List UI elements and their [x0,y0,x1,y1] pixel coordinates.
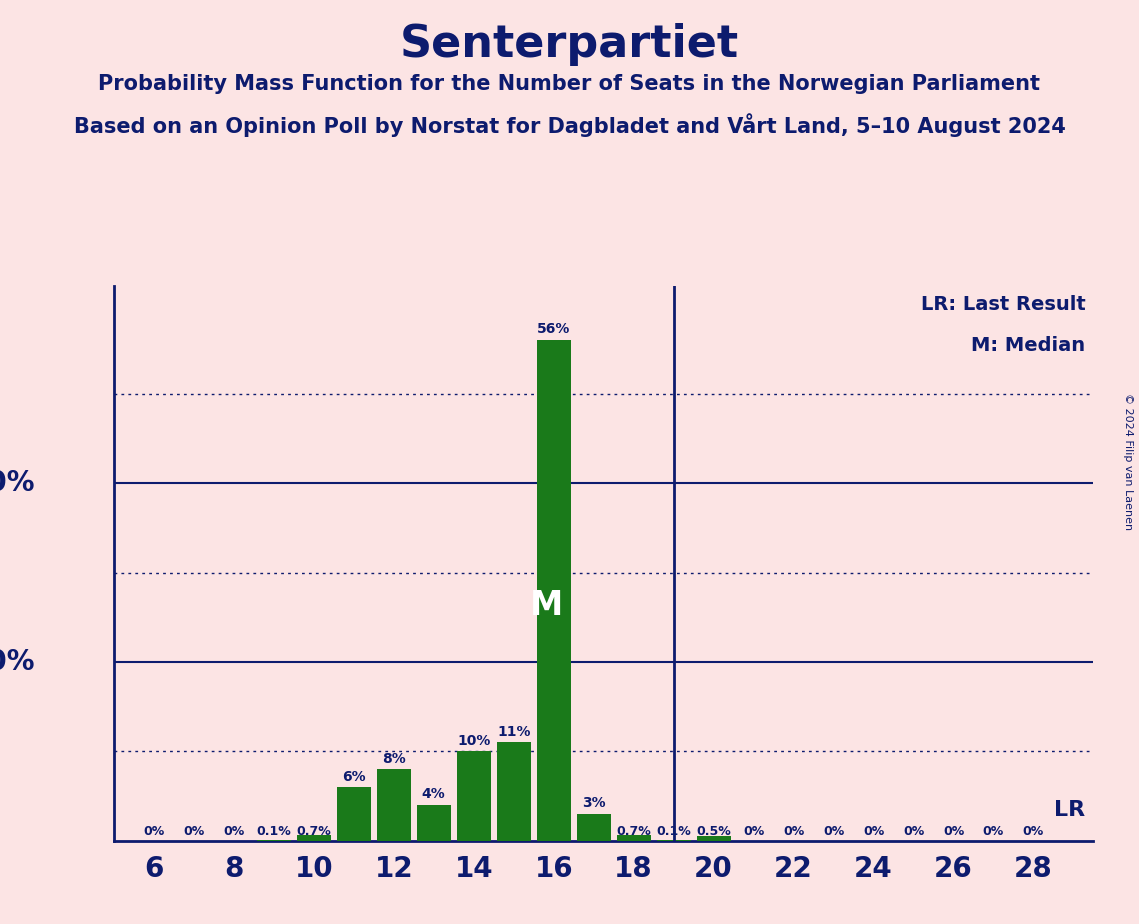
Text: 8%: 8% [382,752,405,766]
Text: 0.7%: 0.7% [616,825,652,838]
Text: Senterpartiet: Senterpartiet [400,23,739,67]
Text: 4%: 4% [421,787,445,801]
Text: 0%: 0% [823,825,844,838]
Text: 40%: 40% [0,469,35,497]
Bar [377,770,411,841]
Text: 0%: 0% [782,825,804,838]
Text: 3%: 3% [582,796,606,810]
Bar [497,743,531,841]
Text: 0%: 0% [183,825,205,838]
Text: Probability Mass Function for the Number of Seats in the Norwegian Parliament: Probability Mass Function for the Number… [98,74,1041,94]
Text: 0%: 0% [863,825,884,838]
Bar [417,805,451,841]
Bar [337,787,371,841]
Text: 0%: 0% [743,825,764,838]
Text: M: M [530,589,563,622]
Text: M: Median: M: Median [972,335,1085,355]
Text: LR: LR [1055,799,1085,820]
Text: © 2024 Filip van Laenen: © 2024 Filip van Laenen [1123,394,1133,530]
Text: 0%: 0% [1023,825,1044,838]
Bar [616,834,650,841]
Text: 0%: 0% [943,825,964,838]
Text: 0.5%: 0.5% [696,825,731,838]
Text: 6%: 6% [342,770,366,784]
Text: 0.7%: 0.7% [296,825,331,838]
Bar [536,340,571,841]
Text: 20%: 20% [0,648,35,676]
Text: 0%: 0% [983,825,1005,838]
Text: 0%: 0% [144,825,164,838]
Bar [457,751,491,841]
Text: 11%: 11% [497,725,531,739]
Text: 10%: 10% [457,734,491,748]
Bar [697,836,730,841]
Text: 56%: 56% [536,322,571,335]
Text: LR: Last Result: LR: Last Result [920,296,1085,314]
Text: Based on an Opinion Poll by Norstat for Dagbladet and Vårt Land, 5–10 August 202: Based on an Opinion Poll by Norstat for … [74,113,1065,137]
Bar [576,814,611,841]
Text: 0.1%: 0.1% [256,825,292,838]
Text: 0.1%: 0.1% [656,825,691,838]
Text: 0%: 0% [903,825,924,838]
Text: 0%: 0% [223,825,245,838]
Bar [297,834,330,841]
